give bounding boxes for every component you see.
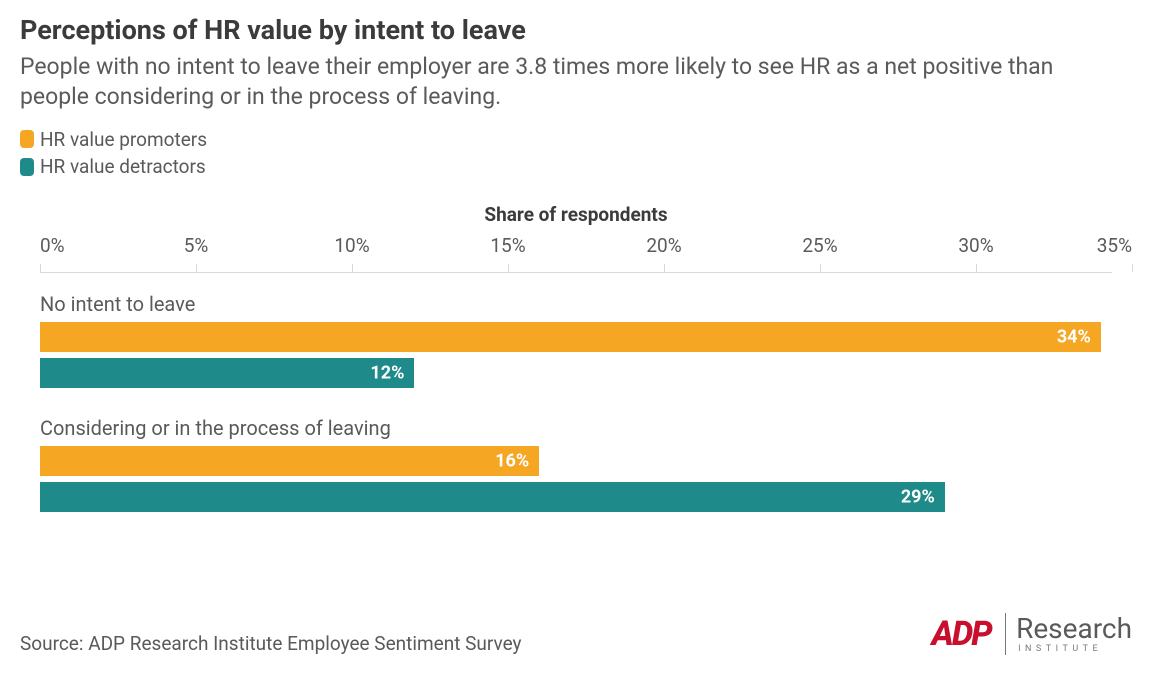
bar-group: Considering or in the process of leaving…: [20, 416, 1132, 512]
x-axis-title: Share of respondents: [20, 203, 1132, 226]
x-axis-tick: [40, 264, 41, 272]
bar-row: 12%: [40, 358, 1132, 388]
bar-row: 29%: [40, 482, 1132, 512]
bar: 34%: [40, 322, 1101, 352]
x-axis-tick: [508, 264, 509, 272]
legend-item-promoters: HR value promoters: [20, 126, 1132, 154]
x-axis-tick: [976, 264, 977, 272]
x-axis-tick-label: 20%: [646, 234, 681, 257]
x-axis-baseline: [40, 272, 1112, 273]
bar-group: No intent to leave 34% 12%: [20, 292, 1132, 388]
logo-adp-mark: ADP: [932, 617, 995, 651]
logo: ADP Research INSTITUTE: [932, 613, 1133, 655]
legend-swatch-promoters: [20, 130, 34, 148]
bar-groups: No intent to leave 34% 12% Considering or i…: [20, 292, 1132, 512]
footer: Source: ADP Research Institute Employee …: [20, 613, 1132, 655]
chart-area: 0% 5% 10% 15% 20% 25% 30% 35% No intent to leav…: [20, 234, 1132, 564]
legend-swatch-detractors: [20, 158, 34, 176]
bar: 29%: [40, 482, 945, 512]
x-axis-tick-label: 0%: [40, 234, 65, 257]
x-axis-tick-label: 15%: [490, 234, 525, 257]
logo-research-block: Research INSTITUTE: [1016, 615, 1132, 654]
logo-research-sub: INSTITUTE: [1016, 645, 1132, 654]
x-axis-tick: [1132, 264, 1133, 272]
bar: 12%: [40, 358, 414, 388]
bar-value-label: 16%: [495, 450, 529, 471]
bar-group-label: No intent to leave: [40, 292, 1132, 316]
bar-value-label: 34%: [1057, 326, 1091, 347]
source-text: Source: ADP Research Institute Employee …: [20, 632, 522, 655]
x-axis-line-box: [20, 262, 1132, 278]
x-axis-tick-label: 25%: [802, 234, 837, 257]
bar: 16%: [40, 446, 539, 476]
x-axis-tick: [352, 264, 353, 272]
bar-value-label: 12%: [370, 362, 404, 383]
x-axis-tick: [196, 264, 197, 272]
bar-value-label: 29%: [901, 486, 935, 507]
bar-group-label: Considering or in the process of leaving: [40, 416, 1132, 440]
page-subtitle: People with no intent to leave their emp…: [20, 52, 1100, 112]
x-axis-tick: [664, 264, 665, 272]
x-axis-tick-label: 30%: [958, 234, 993, 257]
x-axis-tick: [820, 264, 821, 272]
legend-item-detractors: HR value detractors: [20, 153, 1132, 181]
logo-divider: [1005, 613, 1007, 655]
page-title: Perceptions of HR value by intent to lea…: [20, 14, 1132, 48]
x-axis-tick-label: 10%: [334, 234, 369, 257]
x-axis-labels: 0% 5% 10% 15% 20% 25% 30% 35%: [20, 234, 1132, 260]
bar-row: 16%: [40, 446, 1132, 476]
logo-research-word: Research: [1016, 615, 1132, 643]
bar-row: 34%: [40, 322, 1132, 352]
legend: HR value promoters HR value detractors: [20, 126, 1132, 181]
legend-label-detractors: HR value detractors: [40, 153, 206, 181]
legend-label-promoters: HR value promoters: [40, 126, 207, 154]
chart-page: Perceptions of HR value by intent to lea…: [0, 0, 1152, 673]
x-axis-tick-label: 5%: [184, 234, 209, 257]
plot-area: 0% 5% 10% 15% 20% 25% 30% 35% No intent to leav…: [20, 234, 1132, 564]
x-axis-tick-label: 35%: [1097, 234, 1132, 257]
